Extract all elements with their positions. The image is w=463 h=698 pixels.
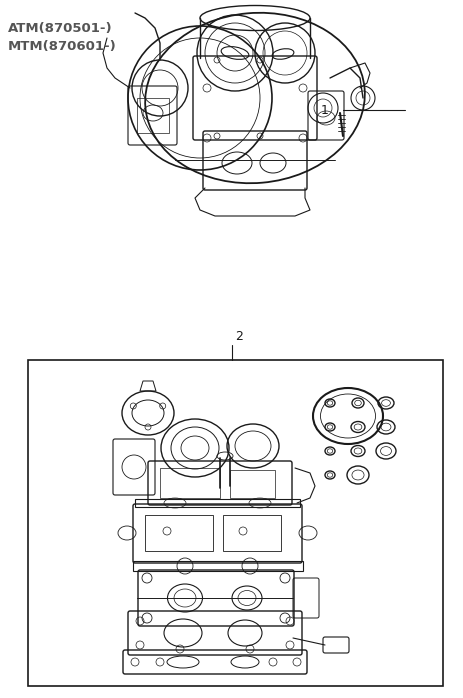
Bar	[223, 515, 281, 551]
Text: 1: 1	[320, 103, 328, 117]
Bar	[137, 98, 169, 133]
Text: 2: 2	[234, 330, 242, 343]
Bar	[135, 499, 300, 507]
Bar	[230, 470, 275, 498]
Text: MTM(870601-): MTM(870601-)	[8, 40, 117, 53]
Bar	[133, 561, 302, 571]
Bar	[144, 515, 213, 551]
Text: ATM(870501-): ATM(870501-)	[8, 22, 113, 35]
Bar	[160, 468, 219, 498]
Bar	[28, 360, 442, 686]
